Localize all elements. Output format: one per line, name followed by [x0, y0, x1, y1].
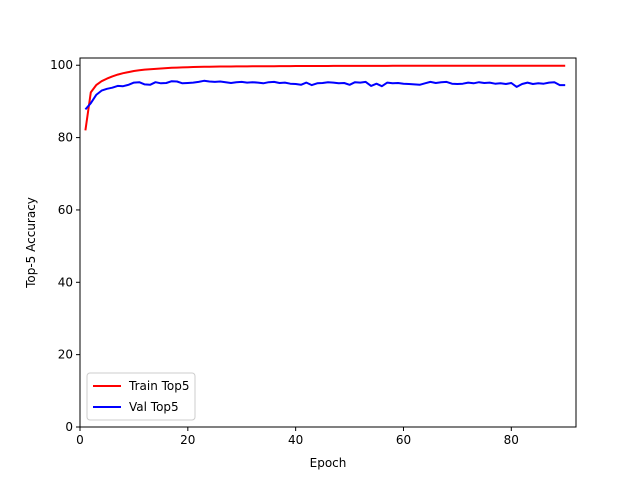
series-line-val-top5 [84, 79, 566, 111]
ticks-layer: 0 20 40 60 80 0 20 40 60 80 100 [50, 58, 519, 447]
x-tick-label: 0 [76, 433, 84, 447]
x-tick-label: 20 [180, 433, 195, 447]
y-tick-label: 20 [58, 348, 73, 362]
legend-label: Train Top5 [128, 379, 190, 393]
plot-area-frame [79, 57, 577, 428]
series-line-train-top5 [84, 64, 566, 131]
x-tick-label: 40 [288, 433, 303, 447]
legend-label: Val Top5 [129, 400, 179, 414]
y-tick-label: 60 [58, 203, 73, 217]
y-axis-title: Top-5 Accuracy [24, 197, 38, 289]
x-axis-title: Epoch [310, 456, 347, 470]
x-tick-label: 60 [396, 433, 411, 447]
y-tick-label: 0 [65, 420, 73, 434]
y-tick-label: 80 [58, 131, 73, 145]
y-tick-label: 100 [50, 58, 73, 72]
series-layer [84, 64, 566, 131]
x-tick-label: 80 [504, 433, 519, 447]
legend: Train Top5 Val Top5 [86, 372, 196, 421]
y-tick-label: 40 [58, 275, 73, 289]
legend-box [86, 372, 196, 421]
